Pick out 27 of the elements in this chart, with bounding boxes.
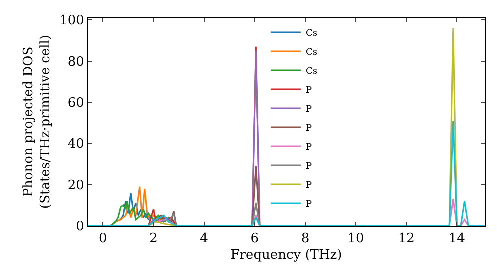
legend-label: P	[306, 143, 312, 154]
x-tick-label: 12	[398, 232, 415, 247]
legend-label: Cs	[306, 48, 318, 58]
x-axis-title: Frequency (THz)	[230, 248, 342, 264]
legend-label: P	[306, 124, 312, 134]
y-tick-label: 60	[68, 96, 84, 111]
y-tick-label: 40	[68, 137, 84, 152]
legend-label: P	[306, 86, 312, 96]
legend-label: Cs	[306, 29, 318, 40]
y-tick-label: 100	[60, 14, 84, 29]
x-tick-label: 10	[348, 232, 364, 247]
x-tick-label: 0	[99, 232, 108, 247]
x-tick-label: 2	[150, 232, 158, 247]
y-tick-label: 20	[68, 178, 84, 194]
legend-label: P	[306, 105, 312, 116]
y-axis-title: Phonon projected DOS (States/THz·primitive cell)	[22, 34, 54, 210]
x-tick-label: 8	[301, 232, 310, 247]
legend-label: P	[306, 181, 312, 192]
legend-label: P	[306, 200, 312, 210]
x-tick-label: 4	[200, 232, 208, 247]
legend-label: Cs	[306, 67, 318, 78]
x-tick-label: 14	[448, 232, 466, 247]
legend-label: P	[306, 162, 312, 172]
y-tick-label: 80	[68, 54, 84, 70]
line-series	[88, 120, 485, 226]
x-tick-label: 6	[250, 232, 260, 247]
y-tick-label: 0	[76, 220, 84, 235]
